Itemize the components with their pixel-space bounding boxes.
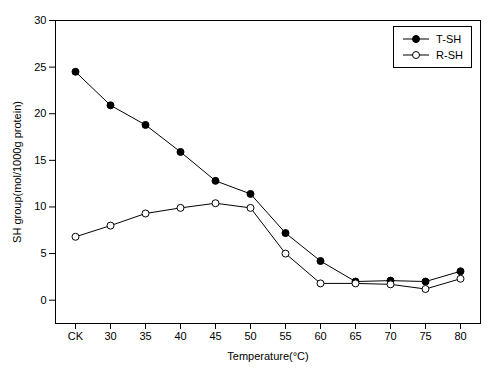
svg-text:70: 70 [384, 330, 396, 342]
svg-text:40: 40 [174, 330, 186, 342]
svg-text:15: 15 [34, 154, 46, 166]
svg-text:20: 20 [34, 107, 46, 119]
svg-text:0: 0 [40, 294, 46, 306]
svg-text:80: 80 [454, 330, 466, 342]
svg-text:60: 60 [314, 330, 326, 342]
svg-text:65: 65 [349, 330, 361, 342]
svg-text:45: 45 [209, 330, 221, 342]
svg-text:Temperature(°C): Temperature(°C) [227, 350, 308, 362]
svg-text:CK: CK [68, 330, 84, 342]
svg-text:10: 10 [34, 200, 46, 212]
svg-text:75: 75 [419, 330, 431, 342]
html-text:T-SH: T-SH [436, 33, 462, 45]
svg-text:50: 50 [244, 330, 256, 342]
svg-text:30: 30 [104, 330, 116, 342]
svg-text:55: 55 [279, 330, 291, 342]
svg-text:30: 30 [34, 14, 46, 26]
html-text:R-SH: R-SH [436, 49, 463, 61]
svg-text:5: 5 [40, 247, 46, 259]
svg-text:35: 35 [139, 330, 151, 342]
svg-text:25: 25 [34, 61, 46, 73]
svg-text:SH group(mol/1000g protein): SH group(mol/1000g protein) [11, 101, 23, 243]
